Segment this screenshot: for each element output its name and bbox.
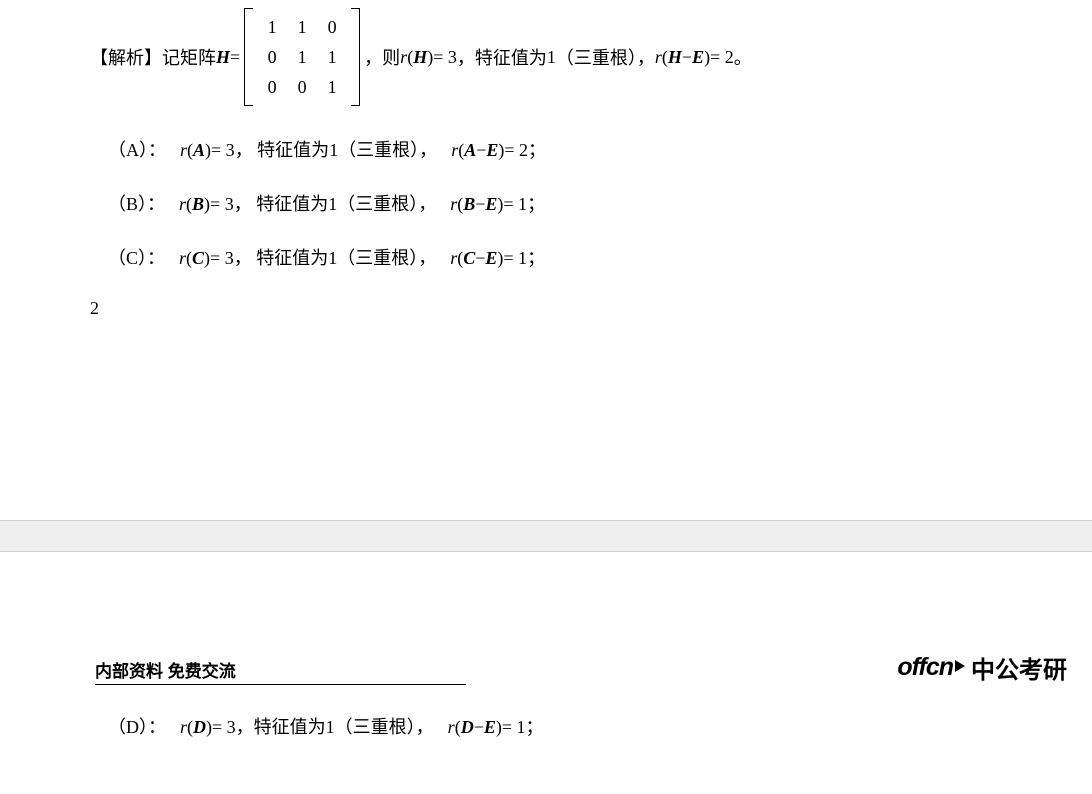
- r-arg-a: H: [668, 47, 682, 68]
- minus: −: [475, 248, 485, 269]
- end-punct: ；: [527, 190, 545, 216]
- equals: =: [230, 47, 240, 68]
- text-triple: （三重根），: [338, 136, 437, 162]
- r-func: r: [450, 194, 457, 215]
- logo-arrow-icon: [955, 660, 965, 672]
- text-then: ，则: [364, 44, 400, 70]
- end-punct: ；: [526, 713, 544, 739]
- r-func: r: [400, 47, 407, 68]
- brand-logo: offcn 中公考研: [897, 650, 1067, 685]
- r-func: r: [179, 194, 186, 215]
- eigen-one: 1: [329, 140, 338, 161]
- text-eigen: ，特征值为: [457, 44, 547, 70]
- minus: −: [476, 140, 486, 161]
- page-number: 2: [90, 298, 1092, 319]
- option-D: （D）： r ( D ) = 3 ，特征值为 1 （三重根）， r ( D − …: [0, 713, 1092, 739]
- text-triple: （三重根），: [337, 190, 436, 216]
- minus: −: [682, 47, 692, 68]
- matrix-cell: 1: [298, 47, 307, 68]
- r-val: = 1: [503, 194, 527, 215]
- option-A: （A）： r ( A ) = 3 ， 特征值为 1 （三重根）， r ( A −…: [90, 136, 1092, 162]
- option-label: （C）：: [108, 244, 165, 270]
- r-val: = 3: [210, 248, 234, 269]
- r-val: = 2: [710, 47, 734, 68]
- r-arg-a: B: [463, 194, 475, 215]
- matrix-cell: 0: [268, 47, 277, 68]
- r-arg-b: E: [486, 140, 498, 161]
- r-arg-b: E: [485, 248, 497, 269]
- matrix-cell: 1: [298, 17, 307, 38]
- r-func: r: [451, 140, 458, 161]
- end-punct: 。: [734, 44, 752, 70]
- footer-row: 内部资料 免费交流 offcn 中公考研: [0, 650, 1092, 685]
- r-val: = 3: [210, 194, 234, 215]
- eigen-one: 1: [328, 194, 337, 215]
- option-C: （C）： r ( C ) = 3 ， 特征值为 1 （三重根）， r ( C −…: [90, 244, 1092, 270]
- end-punct: ；: [527, 244, 545, 270]
- logo-cn: 中公考研: [971, 650, 1067, 685]
- r-val: = 1: [502, 717, 526, 738]
- eigen-one: 1: [326, 717, 335, 738]
- r-val: = 2: [504, 140, 528, 161]
- r-func: r: [448, 717, 455, 738]
- page1-content: 【解析】记矩阵 H = 1 1 0 0 1 1 0 0 1 ，则 r: [0, 0, 1092, 319]
- r-arg-a: A: [464, 140, 476, 161]
- matrix-cell: 0: [328, 17, 337, 38]
- minus: −: [475, 194, 485, 215]
- logo-en: offcn: [897, 653, 953, 682]
- option-label: （D）：: [108, 713, 166, 739]
- r-func: r: [450, 248, 457, 269]
- matrix-cell: 0: [298, 77, 307, 98]
- bracket-left: [244, 8, 253, 106]
- matrix-cell: 1: [268, 17, 277, 38]
- text-eigen: ， 特征值为: [235, 136, 330, 162]
- option-label: （A）：: [108, 136, 166, 162]
- r-func: r: [180, 717, 187, 738]
- r-val: = 3: [433, 47, 457, 68]
- r-arg-b: E: [485, 194, 497, 215]
- option-B: （B）： r ( B ) = 3 ， 特征值为 1 （三重根）， r ( B −…: [90, 190, 1092, 216]
- r-arg: C: [192, 248, 204, 269]
- page2-content: 内部资料 免费交流 offcn 中公考研 （D）： r ( D ) = 3 ，特…: [0, 560, 1092, 767]
- r-arg: H: [413, 47, 427, 68]
- r-func: r: [179, 248, 186, 269]
- text-eigen: ，特征值为: [236, 713, 326, 739]
- text-triple: （三重根），: [335, 713, 434, 739]
- r-arg-b: E: [692, 47, 704, 68]
- r-val: = 3: [212, 717, 236, 738]
- eigen-one: 1: [547, 47, 556, 68]
- r-val: = 1: [503, 248, 527, 269]
- r-val: = 3: [211, 140, 235, 161]
- r-arg: B: [192, 194, 204, 215]
- internal-label: 内部资料 免费交流: [95, 657, 466, 685]
- option-label: （B）：: [108, 190, 165, 216]
- r-func: r: [180, 140, 187, 161]
- analysis-line: 【解析】记矩阵 H = 1 1 0 0 1 1 0 0 1 ，则 r: [90, 8, 1092, 106]
- matrix-H: 1 1 0 0 1 1 0 0 1: [244, 8, 360, 106]
- minus: −: [474, 717, 484, 738]
- bracket-right: [351, 8, 360, 106]
- r-arg: A: [193, 140, 205, 161]
- r-func: r: [655, 47, 662, 68]
- r-arg-b: E: [484, 717, 496, 738]
- matrix-cell: 1: [328, 47, 337, 68]
- end-punct: ；: [528, 136, 546, 162]
- matrix-grid: 1 1 0 0 1 1 0 0 1: [253, 8, 351, 106]
- eigen-one: 1: [328, 248, 337, 269]
- analysis-prefix: 【解析】记矩阵: [90, 44, 216, 70]
- text-triple: （三重根），: [337, 244, 436, 270]
- text-eigen: ， 特征值为: [234, 190, 329, 216]
- r-arg-a: D: [461, 717, 474, 738]
- text-triple: （三重根），: [556, 44, 655, 70]
- matrix-name-H: H: [216, 47, 230, 68]
- matrix-cell: 1: [328, 77, 337, 98]
- text-eigen: ， 特征值为: [234, 244, 329, 270]
- r-arg-a: C: [463, 248, 475, 269]
- matrix-cell: 0: [268, 77, 277, 98]
- r-arg: D: [193, 717, 206, 738]
- page-gap: [0, 520, 1092, 552]
